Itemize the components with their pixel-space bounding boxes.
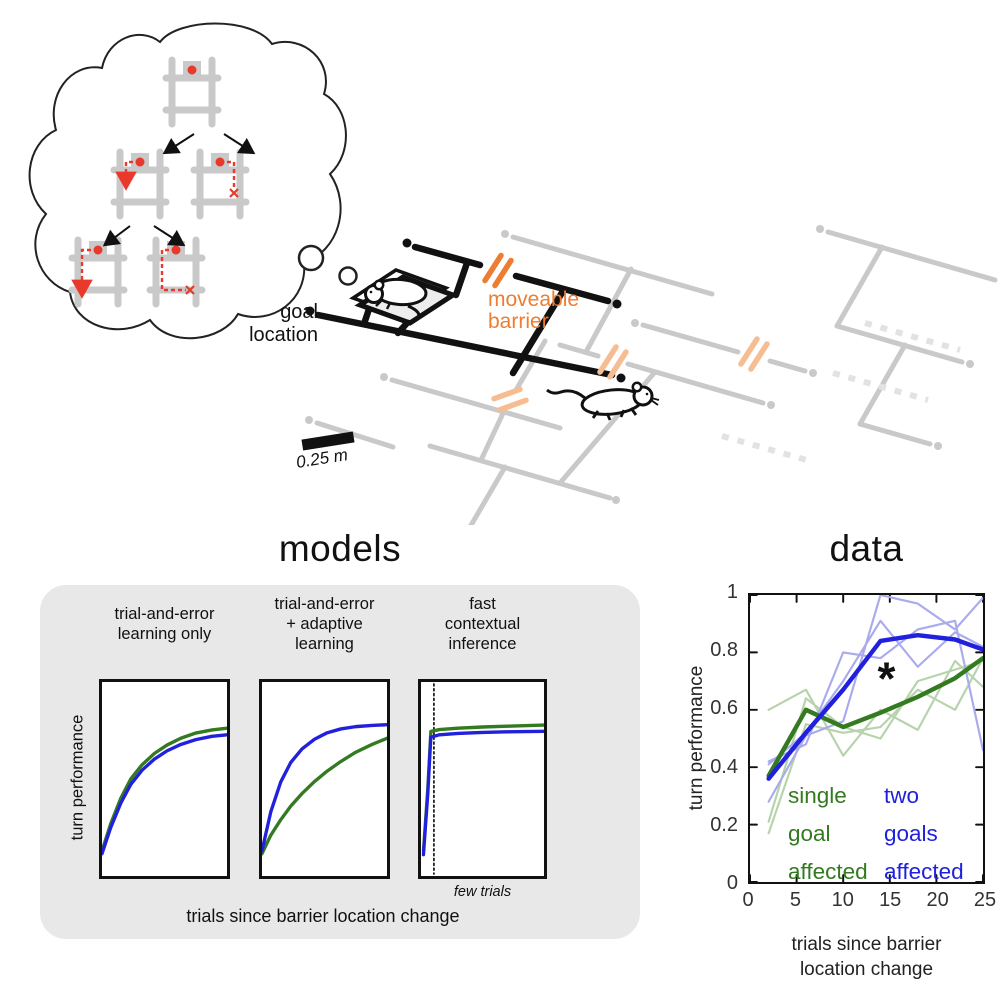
models-x-axis-label: trials since barrier location change	[186, 906, 460, 926]
model-plot-adaptive	[259, 679, 390, 879]
chart-line	[767, 659, 983, 823]
maze-gray-track	[314, 229, 998, 525]
data-y-tick-labels: 0 0.2 0.4 0.6 0.8 1	[690, 581, 738, 894]
chart-line	[767, 619, 983, 763]
x-tick-label: 15	[879, 889, 902, 911]
maze-gray-endcaps	[305, 225, 974, 504]
route-path	[71, 248, 98, 299]
y-tick-label: 0.2	[710, 813, 738, 836]
blocked-x-icon	[185, 188, 239, 295]
rat-icon-thinking	[364, 277, 428, 324]
data-title: data	[829, 528, 904, 569]
arrow-icon	[162, 133, 195, 155]
data-plot	[748, 593, 985, 884]
x-tick-label: 20	[926, 889, 949, 911]
chart-line	[766, 655, 983, 779]
arrow-icon	[223, 133, 256, 155]
moveable-barrier-label: moveable barrier	[488, 288, 580, 333]
route-path	[115, 160, 140, 191]
y-tick-label: 0.8	[710, 639, 738, 662]
significance-star: *	[877, 652, 896, 705]
x-tick-label: 25	[973, 889, 997, 911]
goal-location-label: goal location	[249, 301, 318, 346]
chart-line	[421, 729, 544, 857]
chart-line	[102, 733, 227, 856]
model-title-inference: fast contextual inference	[444, 595, 521, 653]
chart-line	[766, 632, 983, 781]
legend-two-goals: two goals affected	[884, 783, 964, 884]
chart-line	[102, 726, 227, 853]
x-tick-label: 5	[789, 889, 801, 911]
maze-tree-arrows	[102, 133, 256, 247]
thought-bubble-circle	[297, 244, 325, 272]
barrier-icon-light	[491, 336, 770, 413]
y-tick-label: 0	[726, 872, 738, 894]
data-x-axis-label: trials since barrier location change	[791, 934, 942, 980]
thought-bubble-circle	[338, 266, 358, 286]
y-tick-label: 1	[726, 581, 738, 603]
goal-dot	[402, 238, 412, 248]
model-plot-inference	[418, 679, 547, 879]
model-title-adaptive: trial-and-error + adaptive learning	[274, 595, 375, 653]
maze-active-endcaps	[305, 238, 626, 383]
scale-bar	[301, 431, 355, 451]
y-tick-label: 0.6	[710, 697, 738, 720]
chart-line	[767, 657, 983, 835]
route-path	[160, 248, 186, 292]
y-tick-label: 0.4	[710, 755, 738, 778]
barrier-icon-dark	[482, 252, 514, 289]
data-y-axis-label: turn performance	[686, 665, 707, 811]
maze-continuation-dots	[721, 320, 961, 464]
chart-line	[262, 722, 387, 853]
maze-active-track	[314, 243, 616, 379]
chart-line	[767, 659, 983, 757]
legend-single-goal: single goal affected	[788, 783, 868, 884]
models-title: models	[278, 528, 402, 569]
x-tick-label: 10	[831, 889, 854, 911]
few-trials-annotation: few trials	[453, 884, 512, 900]
model-plot-trial-and-error	[99, 679, 230, 879]
models-y-axis-label: turn performance	[68, 714, 87, 841]
chart-line	[767, 595, 983, 803]
model-title-trial-and-error: trial-and-error learning only	[114, 605, 215, 643]
goal-dot	[305, 306, 315, 316]
mini-maze-tree	[71, 60, 256, 304]
arrow-icon	[102, 225, 131, 247]
x-tick-label: 0	[742, 889, 754, 911]
maze-apparatus-illustration	[28, 22, 998, 525]
arrow-icon	[153, 225, 186, 247]
chart-line	[262, 736, 387, 856]
route-path	[220, 160, 236, 188]
data-x-tick-labels: 0 5 10 15 20 25	[742, 889, 996, 915]
chart-line	[421, 723, 544, 853]
rat-icon-running	[546, 381, 660, 421]
